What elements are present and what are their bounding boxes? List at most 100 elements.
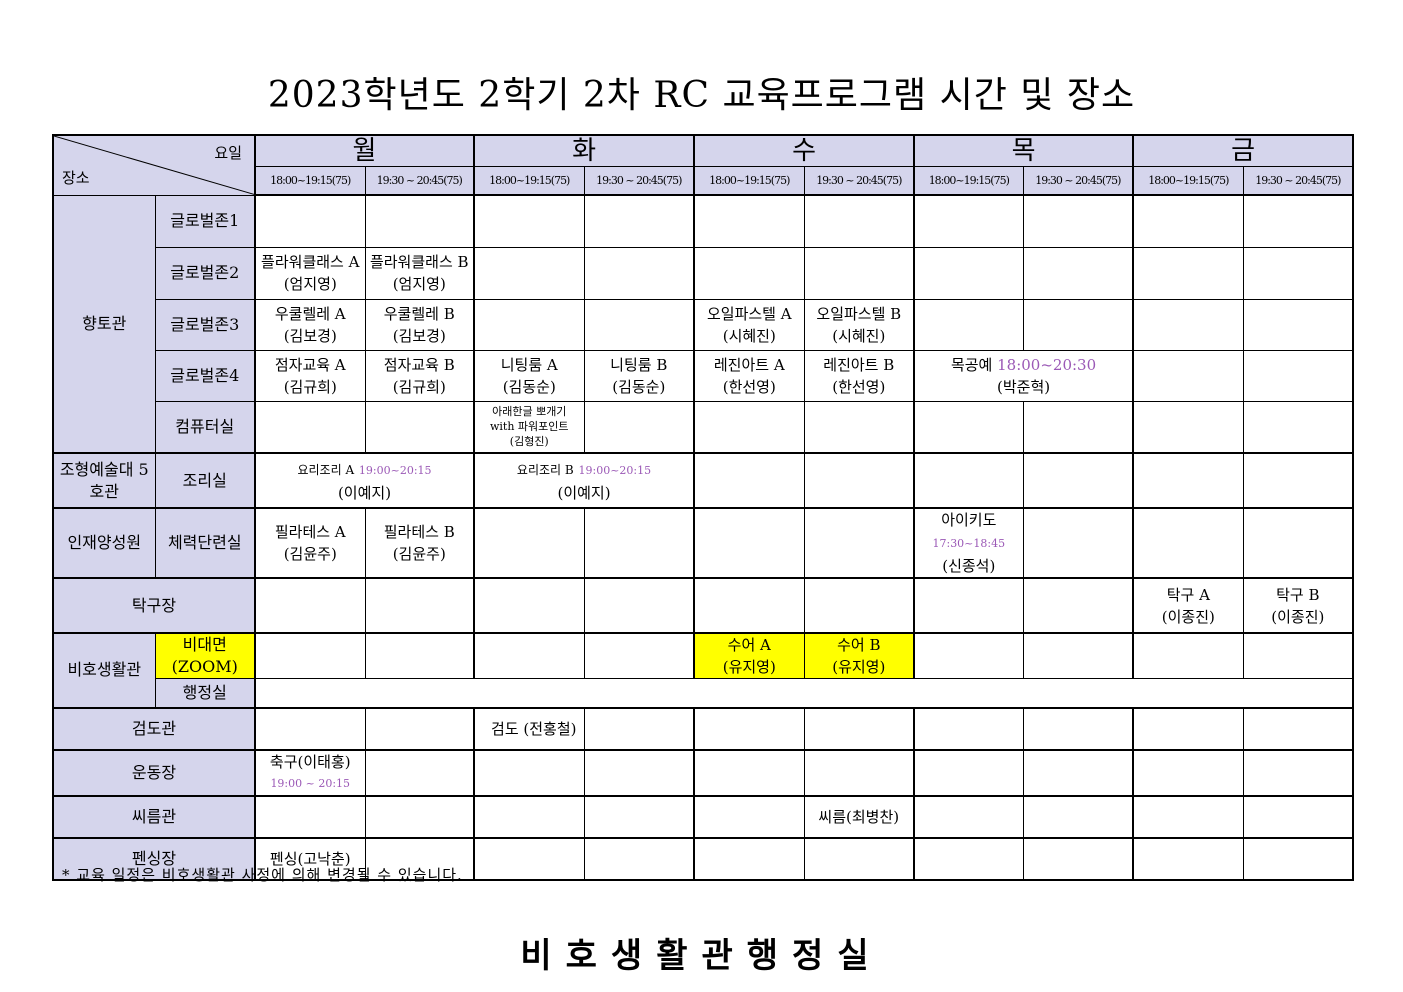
empty-cell [364, 194, 475, 248]
program-cell: 축구(이태홍) 19:00 ~ 20:15 [254, 749, 366, 797]
room-label: 글로벌존3 [154, 298, 256, 351]
program-title: 축구(이태홍) [257, 751, 364, 773]
empty-cell [1022, 452, 1134, 509]
room-label: 비대면 (ZOOM) [154, 632, 256, 679]
empty-cell [473, 837, 585, 880]
empty-cell [1022, 194, 1134, 248]
empty-cell [364, 577, 475, 634]
program-title: 플라워클래스 B [366, 251, 473, 273]
program-cell: 레진아트 A (한선영) [693, 349, 805, 402]
schedule-row: 비호생활관 비대면 (ZOOM) 수어 A (유지영) 수어 B (유지영) [52, 632, 1354, 709]
program-teacher: (시혜진) [722, 326, 776, 345]
place-label: 검도관 [52, 707, 256, 751]
empty-cell [693, 246, 805, 300]
program-name: 검도 (전홍철) [491, 719, 577, 738]
empty-cell [254, 577, 366, 634]
program-cell: 우쿨렐레 A (김보경) [254, 298, 366, 351]
place-label: 탁구장 [52, 577, 256, 634]
empty-cell [803, 749, 915, 797]
empty-cell [803, 507, 915, 579]
empty-cell [693, 452, 805, 509]
empty-cell [1242, 707, 1354, 751]
footer-office-name: 비호생활관행정실 [520, 936, 883, 976]
program-cell: 필라테스 A (김윤주) [254, 507, 366, 579]
day-header-1: 화 [473, 134, 695, 167]
program-title: 수어 A [696, 634, 803, 656]
room-label: 체력단련실 [154, 507, 256, 579]
empty-cell [1022, 298, 1134, 351]
room-label: 행정실 [154, 678, 256, 709]
program-teacher: (엄지영) [392, 275, 446, 293]
empty-cell [364, 400, 475, 454]
program-cell: 요리조리 B 19:00~20:15 (이예지) [473, 452, 695, 509]
program-teacher: (김동순) [502, 377, 556, 396]
empty-cell [913, 577, 1024, 634]
time-slot-header: 18:00~19:15(75) [254, 166, 366, 196]
program-title: 필라테스 A [257, 521, 364, 543]
empty-cell [1242, 400, 1354, 454]
program-title: 오일파스텔 A [696, 303, 803, 325]
empty-cell [913, 194, 1024, 248]
empty-cell [1132, 452, 1244, 509]
program-name: 펜싱(고낙춘) [269, 849, 351, 868]
program-cell: 점자교육 B (김규희) [364, 349, 475, 402]
empty-cell [1242, 507, 1354, 579]
empty-cell [583, 749, 695, 797]
program-cell: 니팅룸 A (김동순) [473, 349, 585, 402]
document-title: 2023학년도 2학기 2차 RC 교육프로그램 시간 및 장소 [267, 75, 1136, 116]
empty-cell [1242, 246, 1354, 300]
program-name: 오일파스텔 A [706, 304, 792, 323]
program-name: 레진아트 B [823, 355, 895, 374]
program-time: 17:30~18:45 [932, 537, 1006, 550]
schedule-table: 요일 장소 월 화 수 목 금 18:00~19:15(75) 19:30 ~ 20:45(75… [52, 134, 1355, 881]
room-name: 비대면 [182, 635, 227, 654]
program-teacher: (이예지) [337, 483, 392, 502]
schedule-row: 향토관 글로벌존1 [52, 194, 1354, 454]
program-title: 필라테스 B [366, 521, 473, 543]
empty-cell [913, 795, 1024, 839]
building-label: 조형예술대 5호관 [52, 452, 156, 509]
program-title: 점자교육 B [366, 354, 473, 376]
program-name: 축구(이태홍) [269, 752, 351, 771]
program-name: 점자교육 B [383, 355, 455, 374]
program-name: 플라워클래스 A [261, 253, 360, 271]
empty-cell [583, 707, 695, 751]
empty-cell [1242, 837, 1354, 880]
empty-cell [254, 400, 366, 454]
empty-cell [1022, 795, 1134, 839]
program-name: 레진아트 A [713, 355, 785, 374]
program-cell: 니팅룸 B (김동순) [583, 349, 695, 402]
program-name: 니팅룸 B [610, 355, 668, 374]
program-cell: 검도 (전홍철) [473, 707, 585, 751]
program-cell: 오일파스텔 A (시혜진) [693, 298, 805, 351]
corner-header-cell: 요일 장소 [52, 134, 256, 196]
program-cell: 아래한글 뽀개기 with 파워포인트 (김형진) [473, 400, 585, 454]
time-slot-header: 19:30 ~ 20:45(75) [1242, 166, 1354, 196]
program-name: 목공예 [950, 355, 993, 374]
program-title: 우쿨렐레 A [257, 303, 364, 325]
empty-cell [473, 298, 585, 351]
schedule-row: 글로벌존4 점자교육 A (김규희) 점자교육 B (김규희) 니팅룸 A (김동순) 니팅룸… [53, 349, 1354, 402]
schedule-row: 운동장 축구(이태홍) 19:00 ~ 20:15 [52, 749, 1354, 797]
corner-place-label: 장소 [62, 168, 90, 187]
room-name-sub: (ZOOM) [171, 657, 238, 676]
empty-cell [473, 749, 585, 797]
program-title: 목공예 18:00~20:30 [916, 354, 1132, 376]
empty-cell [693, 707, 805, 751]
time-slot-header: 18:00~19:15(75) [913, 166, 1024, 196]
time-slot-header: 19:30 ~ 20:45(75) [583, 166, 695, 196]
program-title: 요리조리 B 19:00~20:15 [476, 458, 693, 482]
room-name: 체력단련실 [167, 533, 242, 552]
program-title: 탁구 B [1244, 584, 1352, 606]
program-teacher: (한선영) [722, 377, 776, 396]
empty-cell [1132, 632, 1244, 679]
empty-cell [364, 749, 475, 797]
program-name: 필라테스 B [383, 523, 455, 541]
program-title: 수어 B [805, 634, 913, 656]
program-name: 요리조리 A [297, 462, 355, 477]
program-name: 수어 A [727, 636, 771, 654]
schedule-row: 조형예술대 5호관 조리실 요리조리 A 19:00~20:15 (이예지) 요리조리 … [52, 452, 1354, 509]
empty-cell [1022, 577, 1134, 634]
program-cell: 펜싱(고낙춘) [254, 837, 366, 880]
empty-cell [583, 246, 695, 300]
